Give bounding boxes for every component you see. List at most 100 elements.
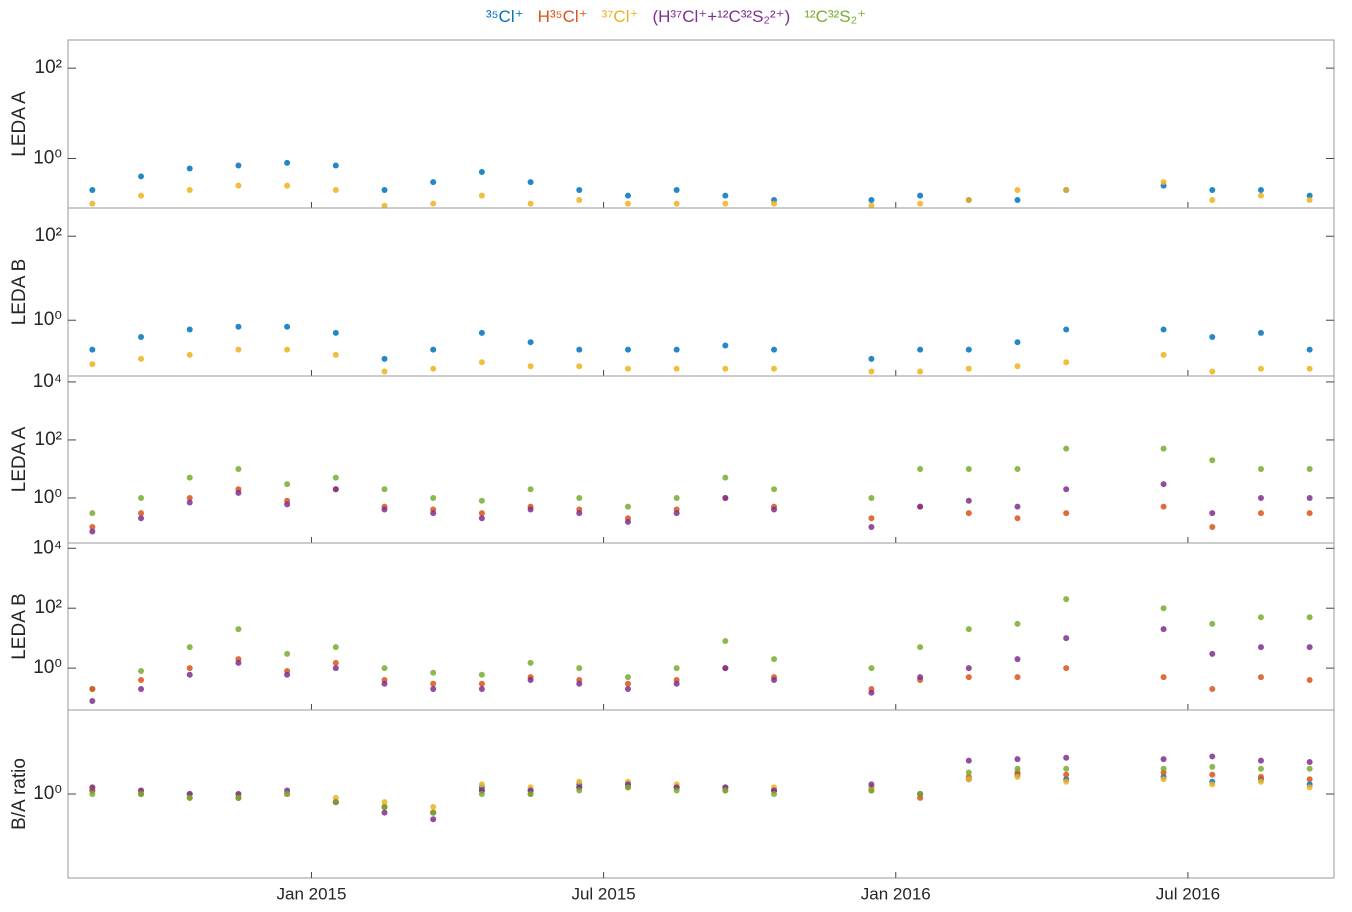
data-point bbox=[430, 669, 437, 676]
data-point bbox=[917, 346, 924, 353]
data-point bbox=[235, 182, 242, 189]
data-point bbox=[576, 187, 583, 194]
data-point bbox=[965, 769, 972, 776]
x-tick-label: Jan 2015 bbox=[276, 884, 346, 903]
data-point bbox=[624, 503, 631, 510]
data-point bbox=[284, 481, 291, 488]
data-point bbox=[1209, 368, 1216, 375]
data-point bbox=[1014, 773, 1021, 780]
data-point bbox=[235, 323, 242, 330]
data-point bbox=[1209, 686, 1216, 693]
data-point bbox=[576, 494, 583, 501]
data-point bbox=[1306, 465, 1313, 472]
data-point bbox=[1014, 756, 1021, 763]
data-point bbox=[381, 680, 388, 687]
data-point bbox=[1160, 503, 1167, 510]
data-point bbox=[1160, 605, 1167, 612]
y-tick-label: 10⁰ bbox=[33, 657, 62, 678]
data-point bbox=[1160, 765, 1167, 772]
data-point bbox=[1014, 339, 1021, 346]
data-point bbox=[186, 499, 193, 506]
data-point bbox=[722, 365, 729, 372]
plot-frame bbox=[67, 39, 1335, 209]
data-point bbox=[868, 787, 875, 794]
data-point bbox=[965, 510, 972, 517]
y-axis-label: LEDA B bbox=[9, 593, 30, 660]
data-point bbox=[771, 365, 778, 372]
data-point bbox=[138, 510, 145, 517]
legend-entry: ³⁷Cl⁺ bbox=[602, 7, 639, 26]
data-point bbox=[1063, 754, 1070, 761]
data-point bbox=[722, 200, 729, 207]
y-tick-label: 10² bbox=[35, 225, 62, 246]
legend-entry: (H³⁷Cl⁺+¹²C³²S₂²⁺) bbox=[652, 7, 790, 26]
data-point bbox=[332, 794, 339, 801]
data-point bbox=[138, 192, 145, 199]
data-point bbox=[1014, 674, 1021, 681]
data-point bbox=[1306, 510, 1313, 517]
data-point bbox=[624, 518, 631, 525]
data-point bbox=[1209, 197, 1216, 204]
data-point bbox=[673, 187, 680, 194]
data-point bbox=[478, 671, 485, 678]
data-point bbox=[868, 368, 875, 375]
data-point bbox=[722, 494, 729, 501]
data-point bbox=[1209, 523, 1216, 530]
data-point bbox=[332, 665, 339, 672]
data-point bbox=[284, 650, 291, 657]
data-point bbox=[576, 778, 583, 785]
data-point bbox=[1160, 756, 1167, 763]
data-point bbox=[771, 200, 778, 207]
data-point bbox=[965, 465, 972, 472]
data-point bbox=[186, 794, 193, 801]
data-point bbox=[381, 202, 388, 209]
data-point bbox=[1257, 757, 1264, 764]
data-point bbox=[186, 165, 193, 172]
y-tick-label: 10⁰ bbox=[33, 783, 62, 804]
data-point bbox=[965, 776, 972, 783]
data-point bbox=[1306, 365, 1313, 372]
legend: ³⁵Cl⁺ H³⁵Cl⁺ ³⁷Cl⁺ (H³⁷Cl⁺+¹²C³²S₂²⁺) ¹²C³²S… bbox=[486, 7, 866, 26]
y-tick-label: 10⁰ bbox=[33, 147, 62, 168]
data-point bbox=[1257, 465, 1264, 472]
data-point bbox=[430, 686, 437, 693]
data-point bbox=[624, 686, 631, 693]
data-point bbox=[1063, 778, 1070, 785]
data-point bbox=[1063, 596, 1070, 603]
data-point bbox=[722, 787, 729, 794]
data-point bbox=[965, 197, 972, 204]
data-point bbox=[1257, 773, 1264, 780]
data-point bbox=[527, 791, 534, 797]
data-point bbox=[1014, 765, 1021, 772]
data-point bbox=[381, 804, 388, 811]
data-point bbox=[332, 799, 339, 806]
data-point bbox=[917, 465, 924, 472]
data-point bbox=[89, 346, 96, 353]
data-point bbox=[917, 674, 924, 681]
data-point bbox=[527, 677, 534, 684]
data-point bbox=[1306, 784, 1313, 791]
data-point bbox=[673, 787, 680, 794]
data-point bbox=[1257, 778, 1264, 785]
data-point bbox=[1209, 187, 1216, 194]
y-tick-label: 10⁴ bbox=[33, 537, 62, 558]
data-point bbox=[624, 674, 631, 681]
data-point bbox=[722, 665, 729, 672]
data-point bbox=[1160, 445, 1167, 452]
data-point bbox=[673, 665, 680, 672]
data-point bbox=[1306, 677, 1313, 684]
data-point bbox=[1160, 626, 1167, 633]
data-point bbox=[1209, 753, 1216, 760]
y-tick-label: 10² bbox=[35, 597, 62, 618]
data-point bbox=[1306, 644, 1313, 651]
data-point bbox=[771, 486, 778, 493]
data-point bbox=[576, 787, 583, 794]
data-point bbox=[576, 665, 583, 672]
data-point bbox=[89, 528, 96, 535]
data-point bbox=[624, 200, 631, 207]
data-point bbox=[917, 644, 924, 651]
data-point bbox=[1063, 445, 1070, 452]
legend-entry: ³⁵Cl⁺ bbox=[486, 7, 524, 26]
data-point bbox=[186, 326, 193, 333]
data-point bbox=[381, 187, 388, 194]
